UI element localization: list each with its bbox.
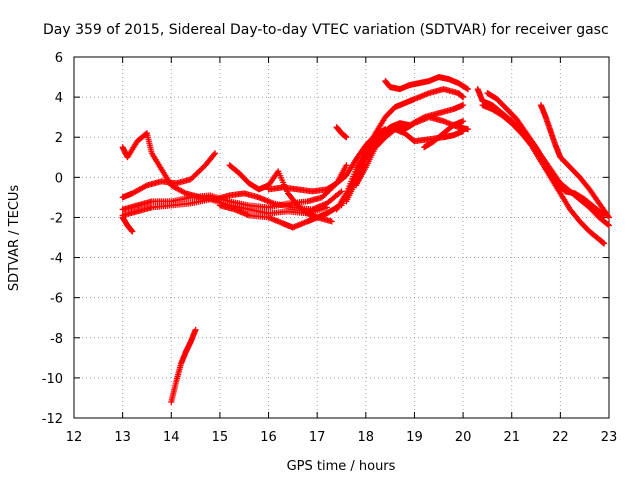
data-point xyxy=(192,326,199,333)
series-arc-4 xyxy=(119,150,219,201)
x-tick-label: 18 xyxy=(358,430,375,445)
y-tick-label: 0 xyxy=(55,171,63,186)
x-tick-label: 19 xyxy=(406,430,423,445)
data-point xyxy=(328,218,335,225)
y-tick-label: -8 xyxy=(50,332,63,347)
y-tick-label: -2 xyxy=(50,211,63,226)
data-point xyxy=(605,221,612,228)
y-tick-label: 6 xyxy=(55,51,63,66)
series-arc-18 xyxy=(479,102,608,247)
data-point xyxy=(606,214,612,221)
plot-frame xyxy=(73,56,610,419)
data-point xyxy=(606,222,612,229)
y-tick-label: -4 xyxy=(50,252,63,267)
x-tick-label: 20 xyxy=(455,430,472,445)
series-arc-5 xyxy=(119,214,136,235)
grid xyxy=(74,57,609,418)
y-tick-label: -6 xyxy=(50,292,63,307)
series-arc-3 xyxy=(119,130,345,213)
x-tick-label: 21 xyxy=(503,430,520,445)
data-point xyxy=(464,126,471,133)
data-point xyxy=(338,188,345,195)
data-point xyxy=(129,228,136,235)
x-tick-label: 23 xyxy=(601,430,618,445)
data-point xyxy=(601,240,608,247)
data-point xyxy=(343,134,350,141)
y-tick-label: 2 xyxy=(55,131,63,146)
x-tick-label: 15 xyxy=(212,430,229,445)
series-arc-6 xyxy=(168,326,199,405)
series-arc-10 xyxy=(333,86,467,213)
x-tick-label: 14 xyxy=(163,430,180,445)
data-point xyxy=(460,102,467,109)
data-point xyxy=(212,150,219,157)
series-arc-8 xyxy=(216,202,340,231)
series-arc-14 xyxy=(382,74,471,93)
series-arc-20 xyxy=(537,102,612,221)
series-arc-13 xyxy=(353,126,467,189)
series-arc-15 xyxy=(421,118,467,151)
data-point xyxy=(460,128,467,135)
x-tick-label: 22 xyxy=(552,430,569,445)
y-tick-label: -10 xyxy=(42,372,63,387)
series-arc-16 xyxy=(333,124,350,141)
x-tick-labels: 12 13 14 15 16 17 18 19 20 21 22 23 xyxy=(66,430,618,445)
y-tick-labels: -12 -10 -8 -6 -4 -2 0 2 4 6 xyxy=(42,51,63,427)
chart-title: Day 359 of 2015, Sidereal Day-to-day VTE… xyxy=(43,22,609,38)
y-tick-label: -12 xyxy=(42,412,63,427)
x-tick-label: 16 xyxy=(260,430,277,445)
data-point xyxy=(460,94,467,101)
axis-ticks xyxy=(73,56,610,419)
data-point xyxy=(464,86,471,93)
data-point xyxy=(343,162,350,169)
x-tick-label: 13 xyxy=(114,430,131,445)
data-point xyxy=(211,151,218,158)
x-axis-title: GPS time / hours xyxy=(287,459,396,474)
y-axis-title: SDTVAR / TECUs xyxy=(7,185,22,292)
x-tick-label: 12 xyxy=(66,430,83,445)
x-tick-label: 17 xyxy=(309,430,326,445)
data-points xyxy=(119,74,612,405)
data-point xyxy=(460,118,467,125)
y-tick-label: 4 xyxy=(55,91,63,106)
